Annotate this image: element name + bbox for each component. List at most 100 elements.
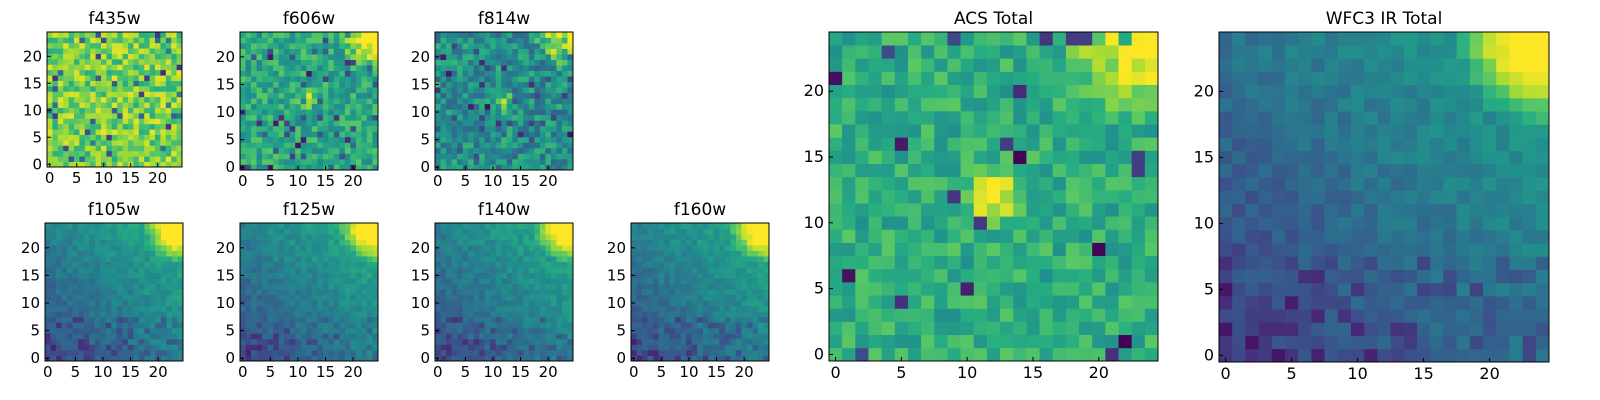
- heatmap-cell: [561, 76, 568, 83]
- y-tick-label: 0: [420, 349, 430, 367]
- heatmap-cell: [545, 131, 552, 138]
- heatmap-cell: [160, 64, 167, 71]
- heatmap-cell: [83, 349, 90, 356]
- heatmap-cell: [339, 223, 346, 229]
- heatmap-cell: [344, 344, 351, 351]
- heatmap-cell: [300, 103, 307, 110]
- heatmap-cell: [273, 234, 279, 240]
- heatmap-cell: [68, 123, 75, 130]
- heatmap-cell: [829, 255, 843, 270]
- heatmap-cell: [245, 344, 252, 351]
- heatmap-cell: [56, 245, 62, 251]
- heatmap-cell: [735, 261, 742, 268]
- heatmap-cell: [366, 338, 373, 345]
- heatmap-cell: [72, 228, 79, 235]
- heatmap-cell: [289, 136, 296, 143]
- heatmap-cell: [829, 242, 843, 257]
- heatmap-cell: [973, 295, 988, 309]
- heatmap-cell: [495, 349, 502, 356]
- heatmap-cell: [165, 37, 172, 44]
- heatmap-cell: [311, 32, 318, 38]
- heatmap-cell: [144, 123, 150, 130]
- heatmap-cell: [567, 278, 574, 285]
- heatmap-cell: [730, 250, 737, 257]
- heatmap-cell: [94, 338, 101, 345]
- heatmap-cell: [457, 158, 463, 165]
- heatmap-cell: [117, 42, 123, 49]
- heatmap-cell: [702, 294, 709, 301]
- heatmap-cell: [127, 300, 134, 307]
- heatmap-cell: [708, 289, 715, 296]
- heatmap-cell: [278, 344, 285, 351]
- heatmap-cell: [116, 327, 123, 334]
- heatmap-cell: [713, 261, 720, 268]
- heatmap-cell: [528, 70, 535, 77]
- heatmap-cell: [350, 32, 357, 38]
- heatmap-cell: [127, 234, 134, 240]
- heatmap-cell: [111, 223, 118, 229]
- heatmap-cell: [506, 65, 513, 71]
- heatmap-cell: [1039, 282, 1054, 296]
- heatmap-cell: [273, 87, 279, 94]
- heatmap-cell: [155, 261, 162, 268]
- heatmap-cell: [355, 289, 362, 296]
- heatmap-cell: [708, 349, 715, 356]
- heatmap-cell: [289, 81, 296, 88]
- heatmap-cell: [284, 355, 291, 362]
- heatmap-cell: [72, 338, 79, 345]
- heatmap-cell: [713, 289, 720, 296]
- heatmap-cell: [322, 283, 329, 290]
- panel-title: f140w: [478, 200, 530, 220]
- heatmap-cell: [501, 147, 508, 154]
- heatmap-cell: [973, 308, 988, 322]
- heatmap-cell: [556, 136, 563, 143]
- heatmap-cell: [636, 234, 643, 240]
- heatmap-cell: [1131, 308, 1146, 322]
- heatmap-cell: [50, 305, 57, 312]
- heatmap-cell: [680, 223, 687, 229]
- heatmap-cell: [166, 278, 173, 285]
- heatmap-cell: [116, 305, 123, 312]
- heatmap-cell: [517, 316, 524, 323]
- heatmap-cell: [94, 278, 101, 285]
- heatmap-cell: [631, 250, 637, 257]
- heatmap-cell: [160, 245, 167, 251]
- heatmap-cell: [350, 311, 357, 318]
- heatmap-cell: [561, 344, 568, 351]
- heatmap-cell: [79, 150, 86, 157]
- heatmap-cell: [90, 123, 96, 130]
- heatmap-cell: [1131, 347, 1146, 362]
- heatmap-cell: [451, 103, 458, 110]
- heatmap-cell: [355, 103, 362, 110]
- heatmap-cell: [240, 333, 246, 340]
- heatmap-cell: [116, 256, 123, 262]
- heatmap-cell: [372, 272, 379, 279]
- heatmap-cell: [273, 54, 279, 60]
- heatmap-cell: [1079, 321, 1093, 336]
- heatmap-cell: [57, 69, 64, 76]
- heatmap-cell: [111, 234, 118, 240]
- heatmap-cell: [490, 245, 497, 251]
- heatmap-cell: [829, 189, 843, 204]
- heatmap-cell: [149, 344, 156, 351]
- heatmap-cell: [468, 245, 474, 251]
- heatmap-cell: [473, 283, 480, 290]
- heatmap-cell: [128, 80, 134, 87]
- heatmap-cell: [372, 125, 379, 132]
- heatmap-cell: [435, 223, 441, 229]
- heatmap-cell: [495, 305, 502, 312]
- heatmap-cell: [440, 316, 447, 323]
- heatmap-cell: [495, 261, 502, 268]
- heatmap-cell: [680, 333, 687, 340]
- heatmap-cell: [278, 256, 285, 262]
- heatmap-cell: [567, 294, 574, 301]
- heatmap-cell: [451, 289, 458, 296]
- heatmap-cell: [501, 81, 508, 88]
- heatmap-cell: [306, 250, 313, 257]
- heatmap-cell: [344, 65, 351, 71]
- heatmap-cell: [83, 250, 90, 257]
- heatmap-cell: [256, 153, 263, 160]
- heatmap-cell: [344, 300, 351, 307]
- heatmap-cell: [561, 92, 568, 99]
- heatmap-cell: [78, 316, 84, 323]
